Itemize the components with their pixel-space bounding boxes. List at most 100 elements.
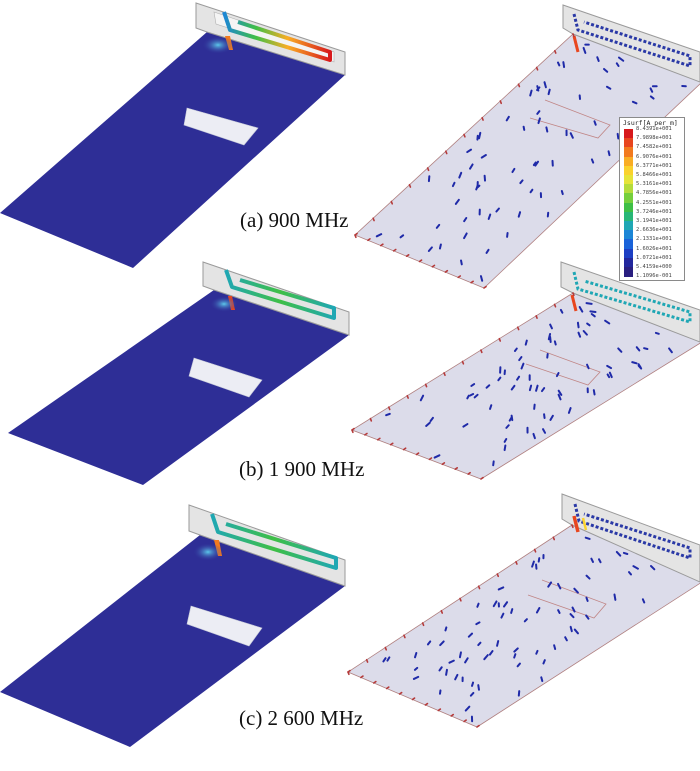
current-arrow	[372, 217, 375, 222]
current-arrow	[536, 85, 540, 92]
current-arrow	[428, 457, 433, 461]
current-arrow	[535, 384, 539, 392]
current-arrow	[460, 259, 463, 266]
current-arrow	[535, 607, 541, 614]
current-arrow	[458, 171, 463, 179]
current-arrow	[606, 373, 611, 379]
current-arrow	[445, 150, 448, 155]
current-arrow	[503, 438, 508, 443]
current-arrow	[577, 331, 582, 338]
current-arrow	[578, 306, 584, 313]
current-arrow	[569, 132, 574, 139]
current-arrow	[473, 393, 479, 399]
current-arrow	[631, 361, 638, 365]
current-arrow	[605, 85, 612, 90]
current-arrow	[569, 613, 575, 619]
current-arrow	[549, 323, 553, 330]
current-arrow	[513, 653, 517, 659]
current-arrow	[454, 673, 459, 681]
current-arrow	[475, 184, 479, 191]
current-arrow	[584, 536, 591, 540]
current-arrow	[668, 347, 673, 354]
current-arrow	[585, 574, 591, 580]
current-arrow	[573, 628, 579, 635]
current-arrow	[535, 315, 538, 319]
current-arrow	[622, 551, 629, 556]
radiator-trace	[210, 513, 338, 570]
current-arrow	[503, 444, 507, 452]
current-arrow	[481, 116, 484, 121]
caption-a: (a) 900 MHz	[240, 208, 349, 232]
legend-tick-label: 5.4159e+000	[636, 264, 672, 270]
current-arrow	[603, 67, 609, 73]
current-arrow	[627, 571, 632, 576]
current-arrow	[384, 646, 388, 651]
current-arrow	[485, 384, 491, 389]
current-arrow	[488, 650, 494, 656]
current-arrow	[549, 335, 552, 344]
radiator-vectors	[573, 503, 692, 561]
current-arrow	[537, 557, 541, 563]
current-arrow	[429, 416, 434, 422]
current-arrow	[367, 238, 371, 242]
current-arrow	[649, 95, 655, 100]
current-arrow	[475, 621, 481, 626]
current-arrow	[564, 636, 568, 642]
antenna-frame	[560, 261, 700, 343]
current-arrow	[426, 167, 430, 172]
current-arrow	[480, 476, 484, 480]
current-arrow	[562, 61, 566, 69]
legend-swatch	[624, 257, 633, 268]
current-arrow	[415, 452, 420, 456]
current-arrow	[467, 471, 471, 475]
current-arrow	[477, 585, 481, 590]
current-arrow	[529, 188, 534, 194]
current-arrow	[641, 598, 646, 604]
current-arrows	[347, 524, 656, 728]
slot-outline	[527, 579, 607, 619]
current-arrow	[375, 233, 383, 238]
current-arrow	[543, 81, 547, 89]
current-arrow	[604, 319, 611, 325]
panel-a-vector	[354, 4, 700, 289]
current-arrow	[518, 356, 523, 362]
current-arrow	[480, 349, 483, 354]
legend-swatch	[624, 248, 633, 259]
current-arrow	[372, 680, 377, 684]
current-arrow	[448, 659, 455, 664]
legend-swatch	[624, 211, 633, 222]
slot-outline	[529, 99, 611, 139]
legend-swatch	[624, 202, 633, 213]
current-arrow	[534, 160, 540, 167]
current-arrow	[450, 713, 455, 717]
current-arrow	[419, 394, 425, 402]
current-arrow	[654, 331, 660, 335]
current-arrow	[469, 163, 474, 170]
current-arrow	[643, 347, 649, 350]
current-arrow	[632, 565, 639, 570]
current-arrow	[557, 393, 562, 401]
current-arrow	[585, 596, 589, 602]
ground-plane	[0, 535, 345, 747]
current-arrow	[535, 649, 539, 655]
current-arrow	[523, 618, 528, 623]
current-arrow	[572, 33, 575, 38]
current-arrow	[585, 302, 593, 305]
radiator-vectors	[572, 271, 692, 325]
current-arrow	[637, 363, 642, 369]
panel-c-magnitude	[0, 504, 346, 747]
current-arrow	[412, 675, 420, 680]
current-arrow	[617, 56, 625, 62]
current-arrow	[426, 640, 432, 646]
legend-tick-label: 5.3161e+001	[636, 181, 672, 188]
current-arrow	[510, 608, 514, 614]
current-arrow	[513, 647, 519, 653]
current-arrow	[438, 666, 443, 672]
current-arrow	[470, 280, 474, 284]
current-arrow	[597, 558, 602, 564]
current-arrow	[360, 675, 364, 679]
current-arrow	[515, 560, 518, 565]
current-arrow	[376, 437, 381, 441]
current-arrow	[485, 248, 490, 254]
